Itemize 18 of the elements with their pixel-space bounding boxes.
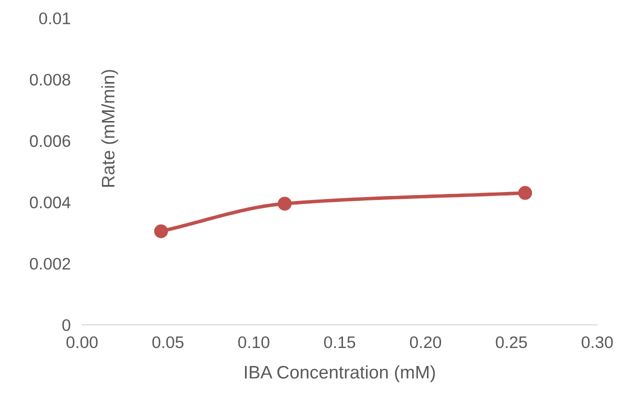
x-tick-label: 0.30 [582,336,613,348]
x-tick-label: 0.05 [152,336,184,348]
x-tick-label: 0.10 [238,336,270,348]
x-tick-label: 0.25 [496,336,527,348]
point [278,196,292,211]
point [518,186,532,200]
y-tick-label: 0.006 [30,135,70,147]
y-axis-title: Rate (mM/min) [101,70,118,187]
y-tick-label: 0.01 [39,12,70,24]
y-tick-label: 0.008 [30,74,70,86]
x-axis-title: IBA Concentration (mM) [245,365,435,382]
point [154,224,168,238]
y-tick-label: 0 [62,319,70,332]
x-tick-label: 0.00 [66,336,98,348]
x-tick-label: 0.20 [410,336,442,348]
y-tick-label: 0.002 [30,258,70,270]
x-tick-label: 0.15 [324,336,356,348]
y-tick-label: 0.004 [30,196,70,208]
